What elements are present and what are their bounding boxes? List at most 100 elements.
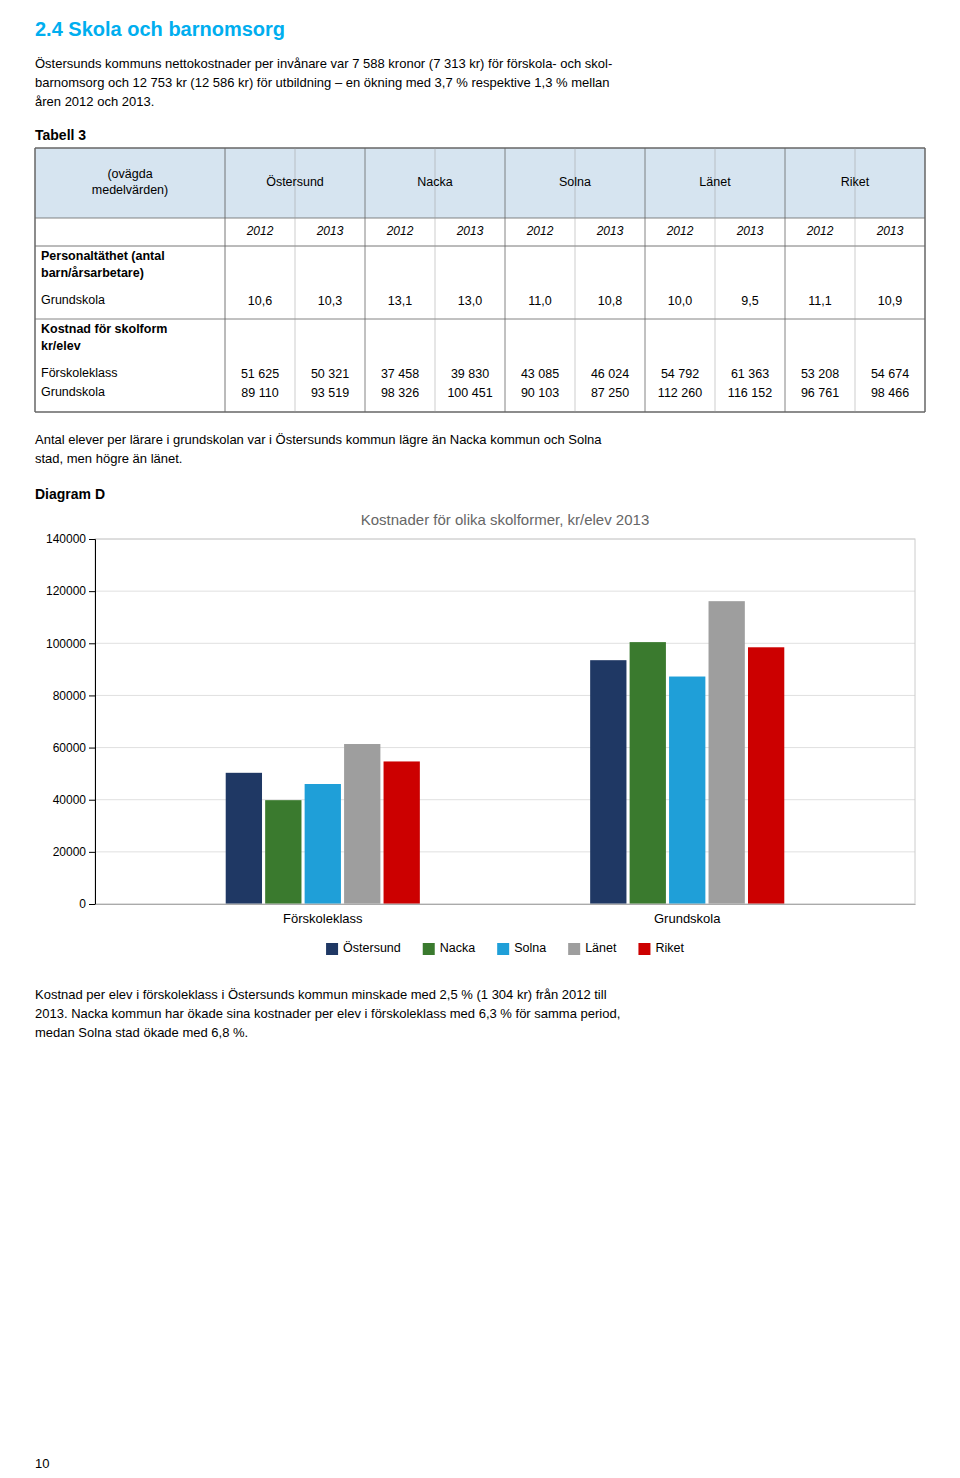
tick-label: Grundskola (654, 911, 721, 926)
table-cell: 98 466 (871, 386, 909, 400)
legend-label: Riket (655, 941, 684, 955)
y-tick: 100000 (46, 637, 95, 651)
table: (ovägda medelvärden) Östersund Nacka Solna Lä… (35, 148, 925, 412)
table-row-label: Personaltäthet (antal (41, 249, 165, 263)
bar (709, 601, 745, 904)
grid-line (95, 747, 915, 748)
legend-swatch (638, 943, 650, 955)
axis-line (89, 540, 96, 905)
table-title: Tabell 3 (35, 127, 86, 143)
chart-title: Kostnader för olika skolformer, kr/elev … (361, 511, 649, 528)
table-cell: 13,1 (388, 294, 412, 308)
table-rule (924, 148, 926, 412)
table-column: Nacka (417, 175, 452, 189)
legend-label: Länet (585, 941, 617, 955)
table-header: (ovägda (107, 167, 152, 181)
bottom-text: medan Solna stad ökade med 6,8 %. (35, 1025, 248, 1040)
page: 2.4 Skola och barnomsorgÖstersunds kommu… (0, 0, 960, 1478)
table-year: 2012 (666, 224, 694, 238)
legend-swatch (568, 943, 580, 955)
x-tick: Förskoleklass (283, 911, 363, 926)
tick-mark (89, 539, 95, 540)
table-cell: 10,0 (668, 294, 692, 308)
bar (226, 773, 262, 904)
tick-label: 100000 (46, 637, 86, 651)
page-number: 10 (35, 1456, 49, 1471)
table-year: 2013 (316, 224, 344, 238)
table-cell: 9,5 (741, 294, 758, 308)
legend-item: Länet (568, 941, 617, 955)
grid-line (95, 591, 915, 592)
tick-label: 120000 (46, 584, 86, 598)
tick-label: 60000 (53, 741, 87, 755)
table-rule (34, 148, 36, 412)
table-cell: 89 110 (241, 386, 278, 400)
table-column: Solna (559, 175, 591, 189)
table-column: Länet (699, 175, 731, 189)
bar (305, 784, 341, 904)
table-column: Riket (841, 175, 870, 189)
middle-text: stad, men högre än länet. (35, 451, 182, 466)
y-tick: 20000 (53, 845, 95, 859)
table-cell: 11,1 (808, 294, 831, 308)
bar-series (384, 647, 785, 904)
table-rule (365, 148, 366, 412)
table-cell: 10,8 (598, 294, 622, 308)
table-cell: 61 363 (731, 367, 769, 381)
y-tick: 40000 (53, 793, 95, 807)
x-axis: Förskoleklass Grundskola (96, 905, 916, 927)
table-cell: 54 674 (871, 367, 909, 381)
tick-mark (89, 748, 95, 749)
bar (748, 647, 784, 904)
table-cell: 37 458 (381, 367, 419, 381)
table-column: Östersund (266, 175, 324, 189)
axis-line (96, 904, 916, 905)
table-row-sublabel: Grundskola (41, 385, 105, 399)
tick-mark (89, 800, 95, 801)
table-cell: 116 152 (728, 386, 772, 400)
table-row-sublabel: Förskoleklass (41, 366, 117, 380)
table-cell: 13,0 (458, 294, 482, 308)
table-header: medelvärden) (92, 183, 168, 197)
bar (265, 800, 301, 904)
table-cell: 54 792 (661, 367, 699, 381)
table-cell: 11,0 (528, 294, 551, 308)
table-row-label: Kostnad för skolform (41, 322, 167, 336)
table-rule (35, 319, 925, 320)
table-cell: 100 451 (447, 386, 492, 400)
table-cell: 112 260 (658, 386, 702, 400)
tick-label: 140000 (46, 532, 86, 546)
legend-swatch (326, 943, 338, 955)
y-tick: 60000 (53, 741, 95, 755)
grid-line (95, 799, 915, 800)
grid-line (95, 851, 915, 852)
bar (630, 642, 666, 904)
diagram-label: Diagram D (35, 486, 105, 502)
tick-mark (89, 643, 95, 644)
tick-mark (89, 904, 95, 905)
tick-label: 40000 (53, 793, 87, 807)
bar (590, 660, 626, 904)
bar (344, 744, 380, 904)
table-rule (35, 246, 925, 247)
table-cell: 87 250 (591, 386, 629, 400)
table-cell: 50 321 (311, 367, 349, 381)
table-year: 2013 (596, 224, 624, 238)
table-year: 2012 (806, 224, 834, 238)
table-cell: 96 761 (801, 386, 839, 400)
intro-text: åren 2012 och 2013. (35, 94, 154, 109)
legend: ÖstersundNackaSolnaLänetRiket (326, 941, 684, 955)
table-rule (505, 148, 506, 412)
table-rule (225, 148, 226, 412)
bar (384, 761, 420, 904)
x-tick: Grundskola (654, 911, 721, 926)
legend-swatch (423, 943, 435, 955)
table-cell: 10,9 (878, 294, 902, 308)
tick-label: 20000 (53, 845, 87, 859)
table-year: 2013 (876, 224, 904, 238)
tick-label: 80000 (53, 689, 87, 703)
bars (226, 601, 785, 904)
table-rule (35, 411, 925, 413)
legend-label: Östersund (343, 941, 401, 955)
bar-series (265, 642, 666, 904)
